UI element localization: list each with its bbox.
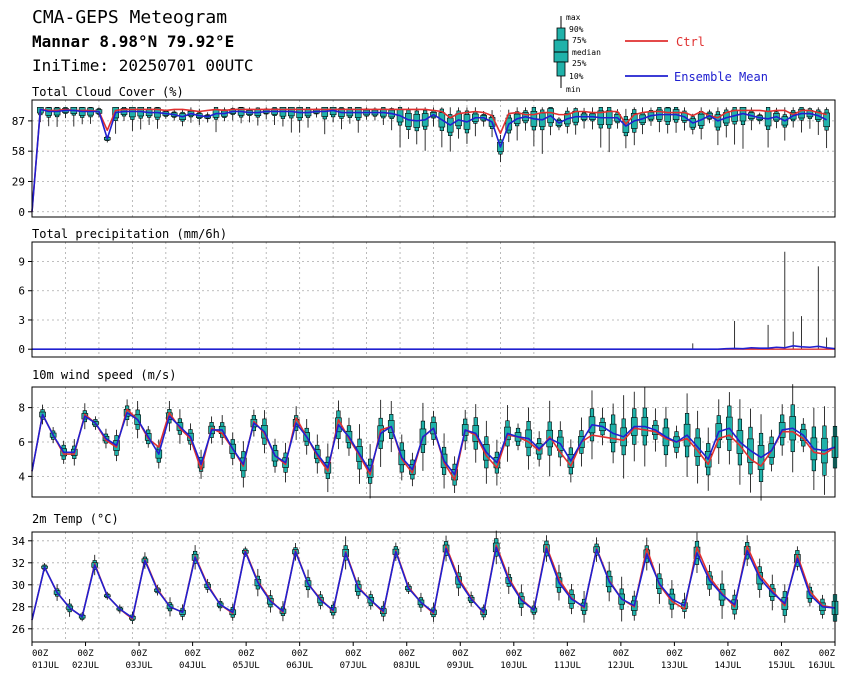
x-tick-date: 06JUL	[286, 661, 313, 671]
ensemble-mean-line-late	[717, 344, 836, 351]
x-tick-date: 15JUL	[768, 661, 795, 671]
x-tick-date: 12JUL	[607, 661, 634, 671]
y-tick-label: 8	[18, 402, 25, 415]
legend-ctrl-label: Ctrl	[676, 35, 705, 49]
x-tick-hour: 00Z	[666, 649, 683, 659]
x-tick-date: 05JUL	[233, 661, 260, 671]
x-tick-date: 04JUL	[179, 661, 206, 671]
panel-1: Total Cloud Cover (%) 0 29 58 87	[12, 85, 836, 219]
y-tick-label: 6	[18, 436, 25, 449]
legend-box-iqr	[553, 39, 569, 63]
legend-median: median	[572, 48, 601, 57]
y-tick-label: 4	[18, 470, 25, 483]
y-tick-label: 58	[12, 145, 25, 158]
legend: max 90% 75% median 25% 10% min Ctrl Ense…	[553, 13, 768, 94]
y-tick-label: 26	[12, 623, 25, 636]
legend-p90: 90%	[569, 25, 584, 34]
x-tick-hour: 00Z	[506, 649, 523, 659]
x-tick-hour: 00Z	[238, 649, 255, 659]
page-title: CMA-GEPS Meteogram	[32, 7, 228, 28]
x-tick-date: 08JUL	[393, 661, 420, 671]
x-tick-hour: 00Z	[720, 649, 737, 659]
legend-p10: 10%	[569, 72, 584, 81]
y-tick-label: 32	[12, 557, 25, 570]
panel-title: Total Cloud Cover (%)	[32, 85, 184, 99]
ensemble-mean-line	[31, 546, 836, 621]
ctrl-line	[31, 108, 827, 212]
x-tick-date: 14JUL	[714, 661, 741, 671]
legend-p75: 75%	[572, 36, 587, 45]
panel-frame	[31, 241, 836, 358]
y-tick-label: 87	[12, 115, 25, 128]
x-tick-hour: 00Z	[32, 649, 49, 659]
init-time-label: IniTime: 20250701 00UTC	[32, 56, 254, 75]
legend-box-lower-10	[556, 61, 566, 77]
panel-frame	[31, 531, 836, 643]
x-tick-hour: 00Z	[819, 649, 836, 659]
ensemble-mean-line	[31, 411, 836, 476]
x-tick-date: 16JUL	[808, 661, 835, 671]
legend-min: min	[566, 85, 581, 94]
x-tick-date: 03JUL	[126, 661, 153, 671]
legend-p25: 25%	[572, 59, 587, 68]
y-tick-label: 6	[18, 285, 25, 298]
y-tick-label: 0	[18, 206, 25, 219]
panel-title: 10m wind speed (m/s)	[32, 368, 177, 382]
location-label: Mannar 8.98°N 79.92°E	[32, 32, 235, 51]
x-tick-hour: 00Z	[131, 649, 148, 659]
x-tick-hour: 00Z	[77, 649, 94, 659]
y-tick-label: 29	[12, 175, 25, 188]
panel-title: 2m Temp (°C)	[32, 512, 119, 526]
x-tick-date: 11JUL	[554, 661, 581, 671]
y-tick-label: 3	[18, 314, 25, 327]
x-tick-hour: 00Z	[559, 649, 576, 659]
x-tick-hour: 00Z	[184, 649, 201, 659]
x-tick-hour: 00Z	[773, 649, 790, 659]
x-tick-date: 01JUL	[32, 661, 59, 671]
panel-2: Total precipitation (mm/6h) 0 3 6 9	[18, 227, 836, 358]
y-tick-label: 9	[18, 255, 25, 268]
x-tick-date: 02JUL	[72, 661, 99, 671]
x-tick-hour: 00Z	[292, 649, 309, 659]
x-tick-hour: 00Z	[345, 649, 362, 659]
panel-3: 10m wind speed (m/s) 4 6 8	[18, 368, 839, 501]
y-tick-label: 28	[12, 601, 25, 614]
y-tick-label: 0	[18, 343, 25, 356]
x-tick-date: 13JUL	[661, 661, 688, 671]
x-tick-date: 07JUL	[340, 661, 367, 671]
x-tick-date: 09JUL	[447, 661, 474, 671]
x-tick-hour: 00Z	[452, 649, 469, 659]
panel-4: 2m Temp (°C) 26 28 30 32 34	[12, 512, 839, 643]
panel-frame	[31, 99, 836, 218]
x-tick-hour: 00Z	[613, 649, 630, 659]
legend-max: max	[566, 13, 581, 22]
panel-frame	[31, 386, 836, 498]
ensemble-mean-line	[31, 108, 827, 212]
x-tick-hour: 00Z	[399, 649, 416, 659]
y-tick-label: 30	[12, 579, 25, 592]
legend-mean-label: Ensemble Mean	[674, 70, 768, 84]
y-tick-label: 34	[12, 535, 26, 548]
panel-title: Total precipitation (mm/6h)	[32, 227, 227, 241]
x-tick-date: 10JUL	[500, 661, 527, 671]
